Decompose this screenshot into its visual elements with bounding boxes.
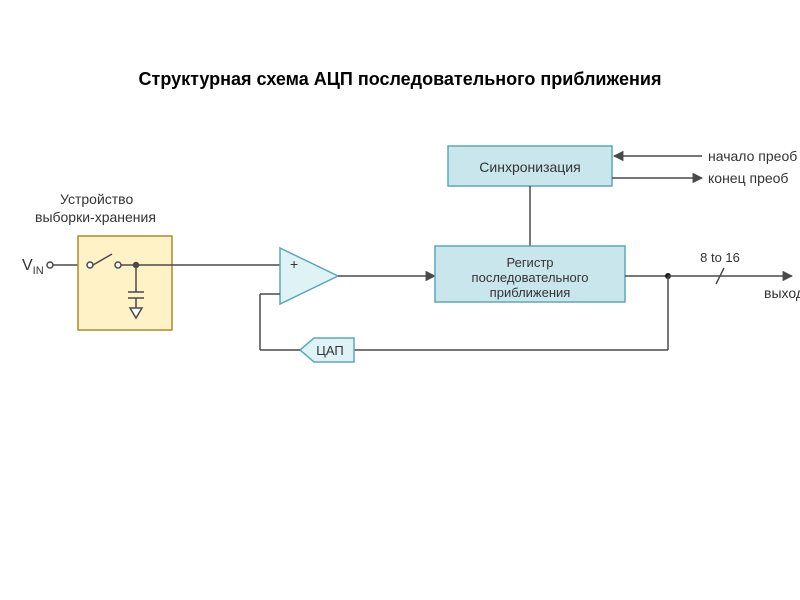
sample-hold-label: Устройство выборки-хранения [35,191,156,225]
output-label: выход [764,285,800,301]
svg-text:VIN: VIN [22,257,44,277]
end-label: конец преоб [708,170,788,186]
sar-label-3: приближения [490,285,571,300]
svg-text:выборки-хранения: выборки-хранения [35,209,156,225]
vin-label: VIN [22,257,44,277]
comparator [280,248,338,304]
sar-label-1: Регистр [506,255,553,270]
sync-label: Синхронизация [479,159,580,175]
bits-label: 8 to 16 [700,250,740,265]
dac-label: ЦАП [316,343,344,358]
sample-hold-box [78,236,172,330]
adc-sar-diagram: Структурная схема АЦП последовательного … [0,0,800,600]
diagram-title: Структурная схема АЦП последовательного … [139,69,662,89]
svg-text:Устройство: Устройство [60,191,133,207]
sar-label-2: последовательного [472,270,589,285]
comparator-plus: + [290,256,298,272]
start-label: начало преоб [708,148,797,164]
vin-terminal [47,262,53,268]
